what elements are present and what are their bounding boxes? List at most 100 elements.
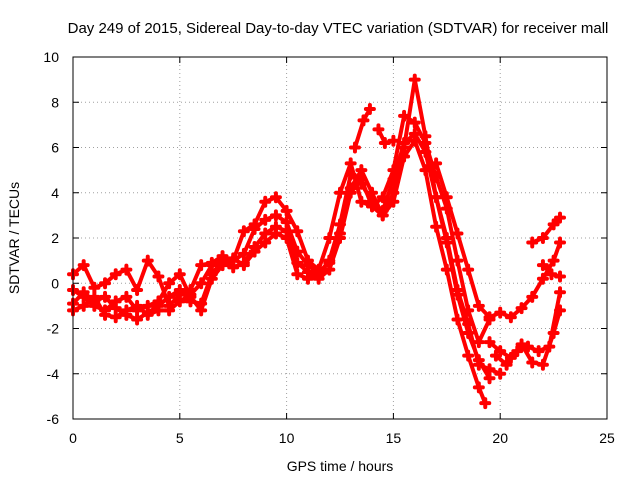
data-point — [259, 213, 272, 226]
data-point — [269, 191, 282, 204]
y-tick-label: -4 — [47, 366, 60, 382]
x-tick-label: 15 — [386, 430, 402, 446]
data-point — [387, 134, 400, 147]
y-axis-label: SDTVAR / TECUs — [6, 182, 22, 294]
data-point — [195, 277, 208, 290]
data-point — [99, 290, 112, 303]
data-point — [440, 263, 453, 276]
data-point — [547, 254, 560, 267]
data-point — [344, 168, 357, 181]
data-point — [547, 218, 560, 231]
data-point — [216, 254, 229, 267]
data-point — [378, 136, 391, 149]
data-point — [109, 311, 122, 324]
data-point — [131, 299, 144, 312]
data-point — [430, 220, 443, 233]
data-point — [554, 236, 567, 249]
data-point — [451, 313, 464, 326]
x-axis-label: GPS time / hours — [287, 458, 394, 474]
data-point — [357, 114, 370, 127]
data-point — [355, 173, 368, 186]
y-tick-label: -6 — [47, 411, 60, 427]
data-point — [483, 363, 496, 376]
data-point — [472, 336, 485, 349]
data-point — [312, 272, 325, 285]
data-point — [554, 270, 567, 283]
data-point — [280, 225, 293, 238]
data-point — [511, 345, 524, 358]
data-point — [526, 290, 539, 303]
data-point — [248, 241, 261, 254]
data-point — [344, 157, 357, 170]
data-point — [77, 286, 90, 299]
data-point — [248, 222, 261, 235]
data-point — [536, 358, 549, 371]
data-point — [543, 340, 556, 353]
data-point — [88, 295, 101, 308]
data-point — [77, 259, 90, 272]
data-point — [515, 302, 528, 315]
data-point — [440, 191, 453, 204]
data-point — [173, 284, 186, 297]
data-point — [472, 381, 485, 394]
data-point — [88, 281, 101, 294]
data-point — [532, 345, 545, 358]
data-point — [269, 209, 282, 222]
plot-frame — [72, 56, 608, 420]
data-point — [398, 141, 411, 154]
series-track-9 — [530, 215, 562, 245]
data-point — [398, 109, 411, 122]
data-point — [376, 209, 389, 222]
data-point — [500, 358, 513, 371]
data-point — [173, 268, 186, 281]
data-point — [472, 299, 485, 312]
data-point — [237, 225, 250, 238]
y-tick-label: 6 — [51, 140, 59, 156]
data-point — [109, 302, 122, 315]
x-tick-label: 20 — [492, 430, 508, 446]
data-point — [269, 220, 282, 233]
data-point — [120, 263, 133, 276]
data-point — [494, 306, 507, 319]
data-point — [291, 268, 304, 281]
data-point — [163, 277, 176, 290]
data-point — [536, 259, 549, 272]
data-point — [430, 157, 443, 170]
data-point — [462, 263, 475, 276]
data-point — [366, 200, 379, 213]
data-point — [504, 311, 517, 324]
data-point — [554, 211, 567, 224]
data-point — [195, 297, 208, 310]
y-tick-label: 10 — [43, 49, 59, 65]
data-point — [462, 327, 475, 340]
data-point — [259, 227, 272, 240]
series-track-3 — [71, 138, 488, 406]
data-point — [521, 340, 534, 353]
data-point — [536, 232, 549, 244]
data-point — [109, 268, 122, 281]
data-point — [141, 254, 154, 267]
data-point — [323, 232, 336, 244]
data-point — [440, 236, 453, 249]
data-point — [99, 277, 112, 290]
y-tick-label: 8 — [51, 94, 59, 110]
x-tick-label: 10 — [279, 430, 295, 446]
data-point — [120, 290, 133, 303]
data-point — [152, 299, 165, 312]
data-point — [141, 306, 154, 319]
data-point — [479, 397, 492, 410]
data-point — [451, 254, 464, 267]
data-point — [237, 247, 250, 260]
data-point — [494, 367, 507, 380]
data-point — [163, 290, 176, 303]
data-point — [195, 259, 208, 272]
data-point — [259, 236, 272, 249]
data-point — [372, 123, 385, 136]
x-tick-labels: 0 5 10 15 20 25 — [69, 430, 615, 446]
data-point — [366, 186, 379, 199]
data-point — [462, 349, 475, 362]
data-point — [489, 349, 502, 362]
data-point — [334, 232, 346, 244]
data-point — [227, 261, 240, 274]
